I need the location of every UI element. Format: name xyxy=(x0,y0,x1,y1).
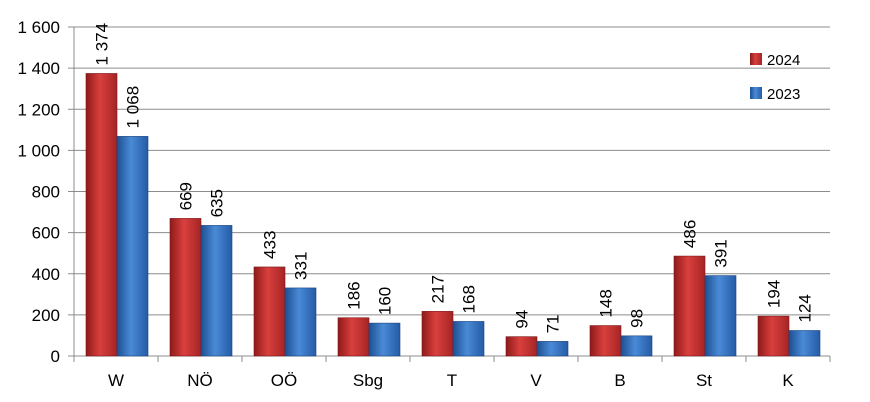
y-tick-label: 600 xyxy=(32,224,60,243)
y-tick-label: 0 xyxy=(51,347,60,366)
data-label: 217 xyxy=(429,275,448,303)
data-label: 391 xyxy=(712,239,731,267)
legend-swatch xyxy=(750,53,762,65)
bar-2023-St xyxy=(704,275,737,357)
data-label: 124 xyxy=(796,294,815,322)
bars xyxy=(85,73,821,357)
bar-2024-T xyxy=(421,311,454,357)
bar-2023-T xyxy=(452,321,485,357)
x-axis: W NÖ OÖ Sbg T V B St K xyxy=(73,355,831,390)
bar-2024-B xyxy=(589,325,622,357)
bar-2024-Sbg xyxy=(337,317,370,357)
data-label: 71 xyxy=(544,314,563,333)
bar-2024-NÖ xyxy=(169,218,202,357)
legend: 2024 2023 xyxy=(750,52,800,103)
bar-2023-Sbg xyxy=(368,322,401,357)
bar-2024-K xyxy=(757,315,790,357)
data-label: 669 xyxy=(177,182,196,210)
data-label: 160 xyxy=(376,287,395,315)
data-label: 94 xyxy=(513,310,532,329)
data-label: 433 xyxy=(261,231,280,259)
y-axis: 0 200 400 600 800 1 000 1 200 1 400 1 600 xyxy=(17,18,75,366)
data-label: 148 xyxy=(597,289,616,317)
bar-2023-V xyxy=(536,341,569,357)
bar-2023-W xyxy=(116,136,149,357)
y-tick-label: 1 200 xyxy=(17,100,60,119)
data-label: 168 xyxy=(460,285,479,313)
x-tick-label: W xyxy=(108,371,124,390)
y-tick-label: 200 xyxy=(32,306,60,325)
x-tick-label: St xyxy=(696,371,712,390)
x-tick-label: Sbg xyxy=(353,371,383,390)
y-tick-label: 1 000 xyxy=(17,141,60,160)
data-labels: 1 374 669 433 186 217 94 148 486 194 1 068 635 331 1… xyxy=(93,23,815,333)
data-label: 486 xyxy=(681,220,700,248)
legend-label: 2024 xyxy=(767,52,800,69)
legend-label: 2023 xyxy=(767,86,800,103)
x-tick-label: K xyxy=(782,371,794,390)
x-tick-label: V xyxy=(530,371,542,390)
bar-2024-V xyxy=(505,336,538,357)
bar-2024-OÖ xyxy=(253,266,286,357)
y-tick-label: 1 600 xyxy=(17,18,60,37)
x-tick-label: T xyxy=(447,371,457,390)
y-tick-label: 800 xyxy=(32,183,60,202)
bar-2024-W xyxy=(85,73,118,357)
data-label: 186 xyxy=(345,281,364,309)
data-label: 331 xyxy=(292,252,311,280)
data-label: 1 068 xyxy=(124,86,143,129)
data-label: 194 xyxy=(765,280,784,308)
x-tick-label: OÖ xyxy=(271,371,297,390)
x-tick-label: NÖ xyxy=(187,371,213,390)
bar-2023-OÖ xyxy=(284,287,317,357)
legend-swatch xyxy=(750,87,762,99)
bar-2023-K xyxy=(788,330,821,357)
data-label: 635 xyxy=(208,189,227,217)
y-tick-label: 1 400 xyxy=(17,59,60,78)
bar-2024-St xyxy=(673,255,706,357)
y-tick-label: 400 xyxy=(32,265,60,284)
x-tick-label: B xyxy=(614,371,625,390)
bar-2023-B xyxy=(620,335,653,357)
data-label: 1 374 xyxy=(93,23,112,66)
bar-2023-NÖ xyxy=(200,225,233,357)
data-label: 98 xyxy=(628,309,647,328)
